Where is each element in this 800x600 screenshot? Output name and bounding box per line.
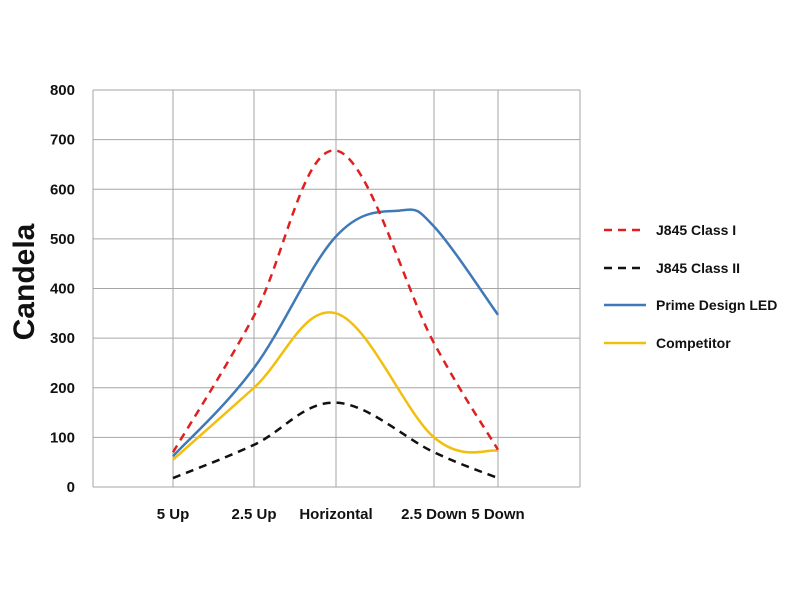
y-tick-label-4: 400	[50, 281, 75, 298]
x-tick-label-3: 2.5 Down	[401, 506, 467, 523]
y-tick-label-2: 200	[50, 380, 75, 397]
y-tick-label-8: 800	[50, 82, 75, 99]
series-line-2	[172, 208, 500, 458]
series-lines	[171, 149, 500, 480]
x-tick-labels: 5 Up 2.5 Up Horizontal 2.5 Down 5 Down	[157, 506, 525, 523]
x-tick-label-2: Horizontal	[299, 506, 372, 523]
legend-label-0: J845 Class I	[656, 222, 736, 238]
legend: J845 Class I J845 Class II Prime Design LE…	[604, 222, 777, 351]
legend-label-1: J845 Class II	[656, 260, 740, 276]
y-tick-labels: 0 100 200 300 400 500 600 700 800	[50, 82, 75, 496]
series-line-3	[172, 311, 499, 461]
y-tick-label-5: 500	[50, 231, 75, 248]
legend-label-2: Prime Design LED	[656, 297, 777, 313]
series-line-1	[172, 401, 499, 480]
x-tick-label-4: 5 Down	[471, 506, 524, 523]
x-tick-label-0: 5 Up	[157, 506, 190, 523]
y-tick-label-7: 700	[50, 132, 75, 149]
y-tick-label-0: 0	[67, 479, 75, 496]
y-tick-label-6: 600	[50, 181, 75, 198]
y-tick-label-1: 100	[50, 429, 75, 446]
grid	[92, 89, 581, 488]
y-axis-label: Candela	[8, 223, 41, 340]
x-tick-label-1: 2.5 Up	[231, 506, 276, 523]
legend-label-3: Competitor	[656, 335, 731, 351]
y-tick-label-3: 300	[50, 330, 75, 347]
